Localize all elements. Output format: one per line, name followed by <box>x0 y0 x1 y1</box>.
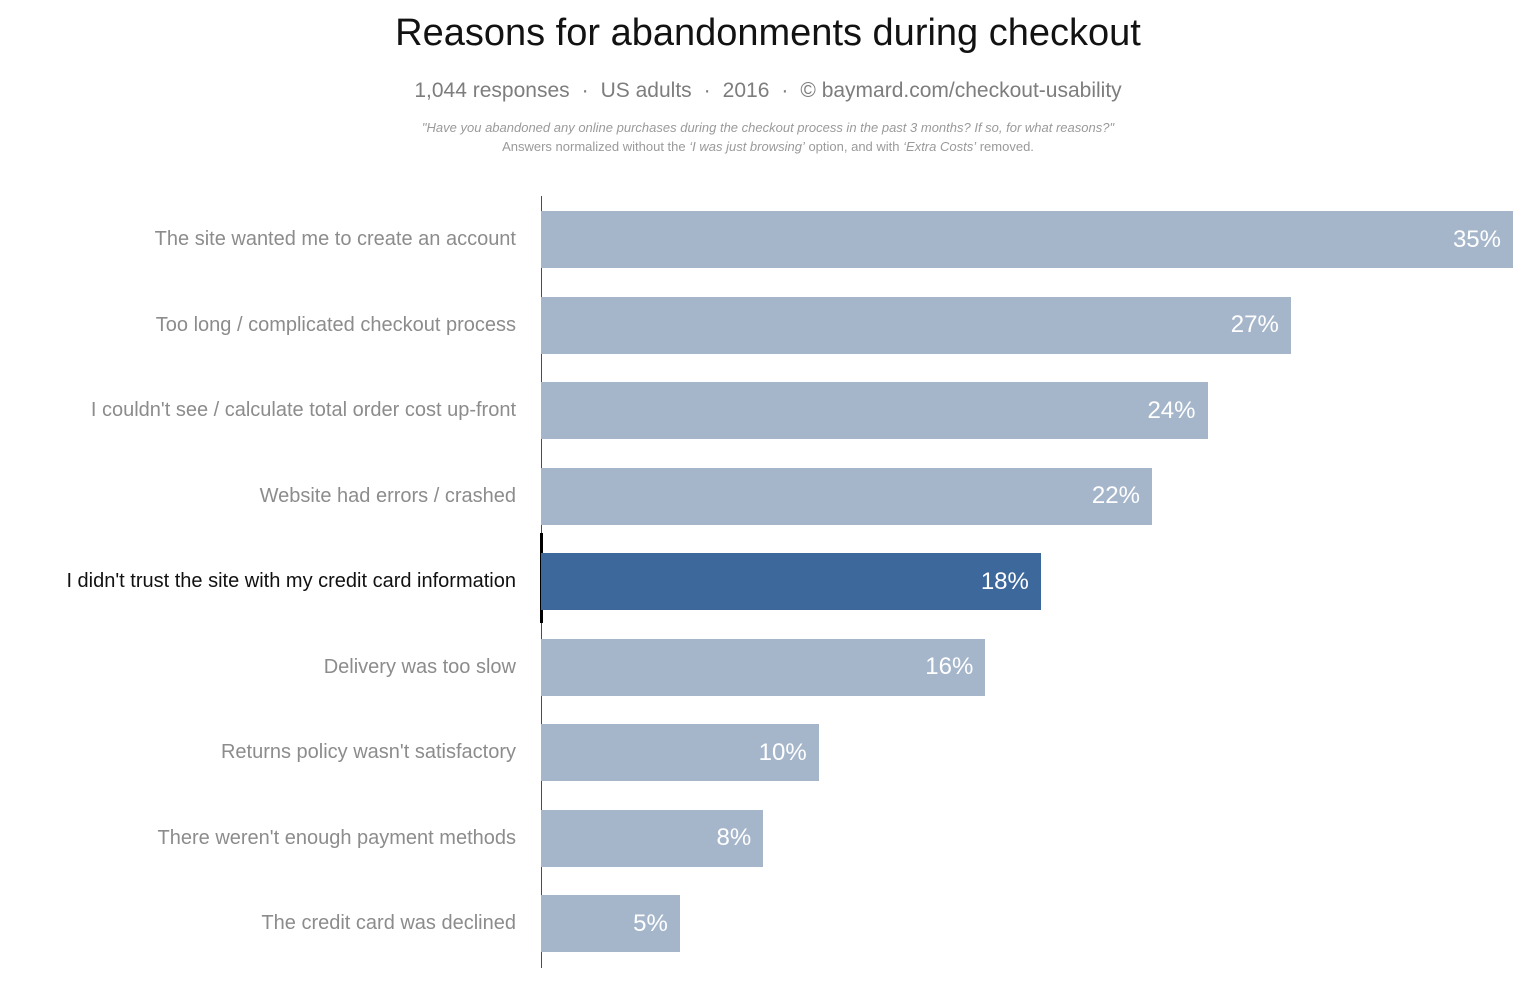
bar: 24% <box>541 382 1208 439</box>
bar: 18% <box>541 553 1041 610</box>
bar-row: I couldn't see / calculate total order c… <box>0 382 1513 439</box>
note-segment: Answers normalized without the <box>502 138 690 154</box>
category-label: The site wanted me to create an account <box>154 228 516 250</box>
bar-row: Too long / complicated checkout process 2… <box>0 296 1513 354</box>
bar-track: 5% <box>541 895 1513 952</box>
bar-track: 27% <box>541 296 1513 354</box>
value-label: 8% <box>716 824 752 851</box>
chart-notes: "Have you abandoned any online purchases… <box>0 119 1536 156</box>
category-label: Too long / complicated checkout process <box>155 313 516 336</box>
value-label: 27% <box>1230 311 1279 338</box>
bar: 22% <box>541 467 1152 525</box>
bar-row: There weren't enough payment methods 8% <box>0 809 1513 867</box>
bar-chart: The site wanted me to create an account 3… <box>0 196 1513 968</box>
bar: 27% <box>541 296 1291 354</box>
bar-row: The credit card was declined 5% <box>0 895 1513 952</box>
bar-track: 24% <box>541 382 1513 439</box>
category-label: Returns policy wasn't satisfactory <box>220 741 516 763</box>
note-line1: "Have you abandoned any online purchases… <box>421 120 1115 135</box>
meta-separator: · <box>703 79 711 102</box>
note-segment: removed. <box>976 138 1034 154</box>
bar-track: 18% <box>541 553 1513 610</box>
value-label: 35% <box>1452 225 1501 253</box>
meta-separator: · <box>781 79 789 102</box>
meta-item: © baymard.com/checkout-usability <box>800 79 1122 102</box>
value-label: 5% <box>633 909 668 937</box>
bar-track: 16% <box>541 638 1513 696</box>
bar-track: 8% <box>541 809 1513 867</box>
bar: 35% <box>541 211 1513 268</box>
note-segment: ‘Extra Costs’ <box>903 138 977 154</box>
chart-meta: 1,044 responses · US adults · 2016 · © baymard… <box>0 79 1536 103</box>
bar-row: I didn't trust the site with my credit c… <box>0 553 1513 610</box>
meta-item: US adults <box>600 79 692 102</box>
note-line2: Answers normalized without the ‘I was ju… <box>0 138 1536 157</box>
category-label: Delivery was too slow <box>323 655 516 678</box>
value-label: 16% <box>925 653 974 680</box>
bar: 5% <box>541 895 680 952</box>
bar-track: 10% <box>541 724 1513 781</box>
bar: 8% <box>541 809 764 867</box>
value-label: 22% <box>1091 482 1140 509</box>
bar-row: Website had errors / crashed 22% <box>0 467 1513 525</box>
category-label: Website had errors / crashed <box>259 484 516 507</box>
category-label: I couldn't see / calculate total order c… <box>90 399 516 421</box>
bar: 10% <box>541 724 819 781</box>
note-segment: option, and with <box>804 138 904 154</box>
category-label: I didn't trust the site with my credit c… <box>66 570 516 592</box>
bar: 16% <box>541 638 986 696</box>
meta-item: 1,044 responses <box>414 79 570 102</box>
value-label: 24% <box>1147 396 1196 424</box>
value-label: 18% <box>980 567 1029 595</box>
bar-row: Delivery was too slow 16% <box>0 638 1513 696</box>
meta-separator: · <box>581 79 589 102</box>
bar-row: The site wanted me to create an account 3… <box>0 211 1513 268</box>
meta-item: 2016 <box>722 79 770 102</box>
value-label: 10% <box>758 738 807 766</box>
bar-row: Returns policy wasn't satisfactory 10% <box>0 724 1513 781</box>
chart-title: Reasons for abandonments during checkout <box>395 12 1141 54</box>
bar-rows: The site wanted me to create an account 3… <box>0 196 1513 968</box>
category-label: There weren't enough payment methods <box>157 826 516 849</box>
bar-track: 35% <box>541 211 1513 268</box>
note-segment: ‘I was just browsing’ <box>689 138 805 154</box>
bar-track: 22% <box>541 467 1513 525</box>
category-label: The credit card was declined <box>261 912 516 934</box>
